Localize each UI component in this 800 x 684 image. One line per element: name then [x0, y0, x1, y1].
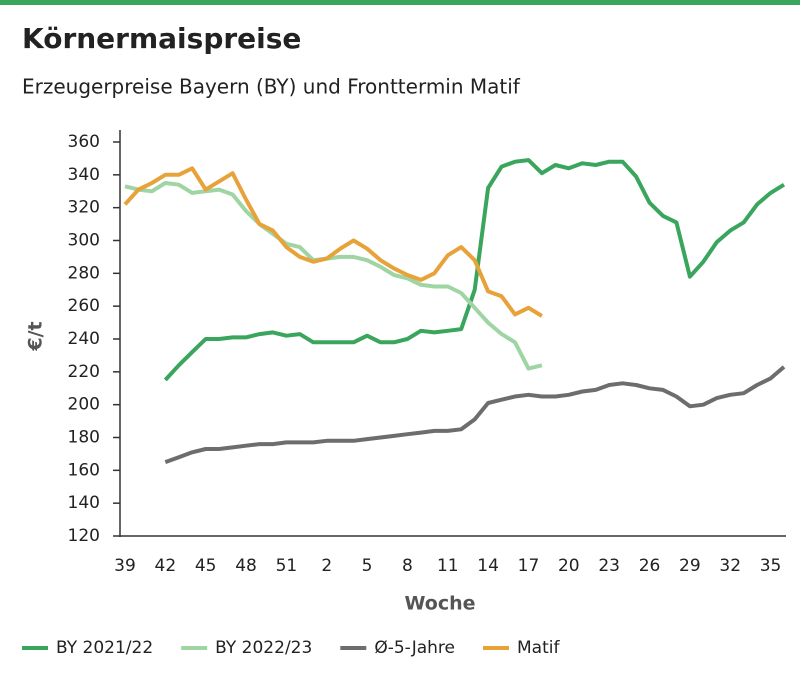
- legend-label: Matif: [517, 638, 560, 658]
- x-tick-label: 29: [679, 556, 701, 576]
- x-tick-label: 35: [760, 556, 782, 576]
- x-tick-label: 23: [598, 556, 620, 576]
- y-tick-label: 180: [68, 428, 100, 448]
- x-axis-label: Woche: [404, 593, 475, 615]
- y-tick-label: 300: [68, 231, 100, 251]
- top-bar: [0, 0, 800, 5]
- x-tick-label: 8: [402, 556, 413, 576]
- y-tick-label: 320: [68, 198, 100, 218]
- series-line: [124, 181, 543, 371]
- x-tick-label: 11: [437, 556, 459, 576]
- x-tick-label: 20: [558, 556, 580, 576]
- y-tick-label: 360: [68, 132, 100, 152]
- x-tick-label: 17: [518, 556, 540, 576]
- x-tick-label: 39: [114, 556, 136, 576]
- y-tick-label: 120: [68, 526, 100, 546]
- x-tick-label: 45: [195, 556, 217, 576]
- y-axis-label: €/t: [25, 321, 47, 351]
- x-tick-label: 5: [362, 556, 373, 576]
- x-tick-label: 51: [276, 556, 298, 576]
- y-tick-label: 160: [68, 460, 100, 480]
- series-line: [164, 365, 786, 464]
- series-line: [163, 158, 786, 382]
- y-tick-label: 260: [68, 296, 100, 316]
- x-tick-label: 32: [719, 556, 741, 576]
- y-tick-label: 240: [68, 329, 100, 349]
- y-tick-label: 220: [68, 362, 100, 382]
- x-tick-label: 2: [321, 556, 332, 576]
- y-tick-label: 280: [68, 263, 100, 283]
- y-tick-label: 340: [68, 165, 100, 185]
- y-tick-label: 140: [68, 493, 100, 513]
- y-tick-label: 200: [68, 395, 100, 415]
- x-tick-label: 14: [477, 556, 499, 576]
- x-tick-label: 48: [235, 556, 257, 576]
- legend-label: BY 2022/23: [215, 638, 312, 658]
- x-tick-label: 26: [639, 556, 661, 576]
- series-line: [123, 166, 543, 318]
- legend-label: BY 2021/22: [56, 638, 153, 658]
- x-tick-label: 42: [155, 556, 177, 576]
- legend-label: Ø-5-Jahre: [374, 638, 455, 658]
- chart-title: Körnermaispreise: [22, 22, 301, 55]
- chart-subtitle: Erzeugerpreise Bayern (BY) und Frontterm…: [22, 75, 521, 99]
